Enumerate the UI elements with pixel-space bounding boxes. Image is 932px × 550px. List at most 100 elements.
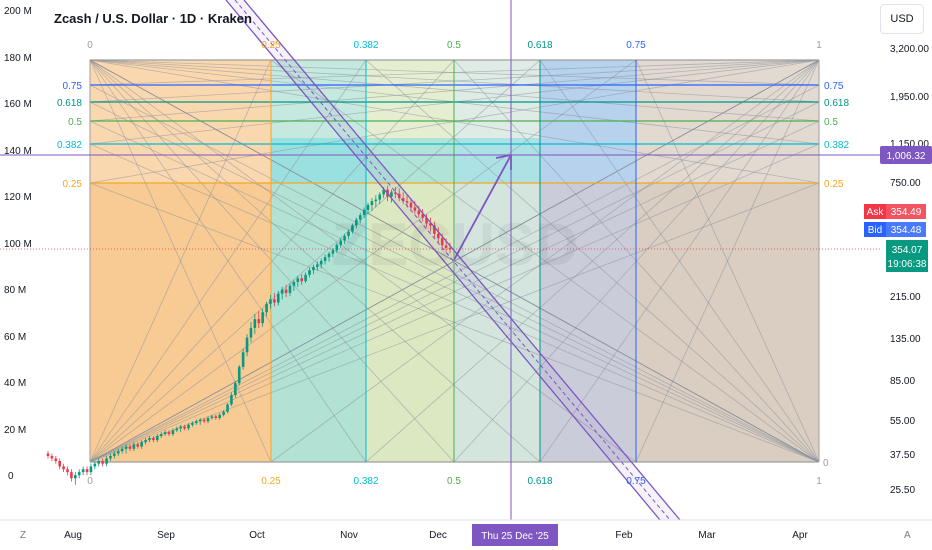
candle-body xyxy=(237,366,241,384)
left-tick: 20 M xyxy=(4,425,26,436)
ask-tag-bg xyxy=(886,204,926,219)
left-tick: 140 M xyxy=(4,146,32,157)
ask-price: 354.49 xyxy=(891,207,922,218)
candle-body xyxy=(171,430,175,435)
candle-body xyxy=(390,192,393,197)
channel-upper-line[interactable] xyxy=(225,0,661,521)
candle-body xyxy=(101,461,104,464)
candle-body xyxy=(210,416,214,419)
candle-body xyxy=(319,260,323,265)
time-axis-panel[interactable] xyxy=(0,520,932,550)
time-tick-aug: Aug xyxy=(64,530,82,541)
candle-body xyxy=(421,214,424,218)
left-level-0.25: 0.25 xyxy=(63,179,83,190)
fan-line-46 xyxy=(539,59,820,463)
right-level-0.75: 0.75 xyxy=(824,81,844,92)
candle-body xyxy=(433,225,436,234)
candle-body xyxy=(198,419,202,422)
top-label-0.382: 0.382 xyxy=(353,40,378,51)
left-level-0.5: 0.5 xyxy=(68,117,82,128)
candle-body xyxy=(187,424,190,429)
candle-body xyxy=(206,418,210,422)
candle-body xyxy=(273,299,276,303)
candle-body xyxy=(234,383,237,396)
candle-body xyxy=(202,419,206,422)
top-label-0.25: 0.25 xyxy=(261,40,281,51)
candle-body xyxy=(54,458,58,462)
candle-body xyxy=(347,231,350,236)
candle-body xyxy=(440,238,444,246)
candle-body xyxy=(409,202,413,208)
candle-body xyxy=(339,240,343,245)
candle-body xyxy=(70,472,73,479)
channel-mid-line xyxy=(234,0,671,521)
candle-body xyxy=(124,446,128,449)
candle-body xyxy=(66,469,69,473)
candle-body xyxy=(292,281,296,286)
ask-tag-label: Ask xyxy=(867,207,885,218)
candle-body xyxy=(249,327,253,338)
candle-body xyxy=(105,458,108,464)
fan-line-44 xyxy=(365,59,820,463)
candle-body xyxy=(366,205,370,210)
right-tick: 135.00 xyxy=(890,334,921,345)
candle-body xyxy=(89,466,93,473)
corner-right-label[interactable]: A xyxy=(904,530,911,541)
crosshair-date: Thu 25 Dec '25 xyxy=(481,531,549,542)
candle-body xyxy=(93,463,97,467)
candle-body xyxy=(304,274,307,282)
time-tick-sep: Sep xyxy=(157,530,175,541)
fib-time-zone-lines xyxy=(89,60,820,462)
crosshair-price-tag xyxy=(880,146,932,164)
currency-button[interactable]: USD xyxy=(880,4,924,34)
watermark: ZECUSD xyxy=(332,211,579,278)
candle-body xyxy=(355,219,358,226)
candle-body xyxy=(280,289,284,294)
corner-left-label[interactable]: Z xyxy=(20,530,27,541)
candle-body xyxy=(46,453,50,456)
top-label-0: 0 xyxy=(87,40,93,51)
candle-body xyxy=(448,247,452,250)
descending-channel[interactable] xyxy=(225,0,681,521)
candle-body xyxy=(136,444,140,447)
candle-body xyxy=(163,432,167,435)
candle-body xyxy=(195,421,198,424)
candle-body xyxy=(214,416,218,419)
bottom-label-0: 0 xyxy=(87,476,93,487)
bar-countdown: 19:06:38 xyxy=(888,259,927,270)
candle-body xyxy=(245,337,249,353)
bottom-label-1: 1 xyxy=(816,476,822,487)
candle-body xyxy=(179,426,182,429)
right-tick: 215.00 xyxy=(890,292,921,303)
candle-body xyxy=(296,278,300,282)
left-tick: 120 M xyxy=(4,192,32,203)
channel-lower-line[interactable] xyxy=(243,0,681,521)
fan-line-32 xyxy=(89,59,541,463)
candle-body xyxy=(394,192,397,194)
candle-body xyxy=(335,244,339,251)
candle-body xyxy=(144,440,147,443)
candle-body xyxy=(85,469,89,473)
candle-body xyxy=(116,451,120,454)
candle-body xyxy=(226,404,229,412)
candle-body xyxy=(167,432,171,435)
candle-body xyxy=(362,209,366,216)
candle-body xyxy=(370,201,374,206)
zone-band-0.382-0.5 xyxy=(366,60,454,462)
right-axis: 3,200.00 1,950.00 1,150.00 750.00 215.00… xyxy=(890,44,929,496)
candle-body xyxy=(436,233,440,239)
crosshair-price-text: 1,006.32 xyxy=(887,151,926,162)
candle-body xyxy=(331,250,335,254)
candle-body xyxy=(257,319,261,324)
bid-tag-bg xyxy=(886,222,926,237)
candle-body xyxy=(218,414,222,419)
candle-body xyxy=(374,199,378,202)
top-label-0.5: 0.5 xyxy=(447,40,461,51)
left-level-0.618: 0.618 xyxy=(57,98,82,109)
candle-body xyxy=(405,201,409,203)
right-tick: 25.50 xyxy=(890,485,915,496)
last-price: 354.07 xyxy=(892,245,923,256)
bottom-label-0.382: 0.382 xyxy=(353,476,378,487)
candle-body xyxy=(152,438,155,441)
